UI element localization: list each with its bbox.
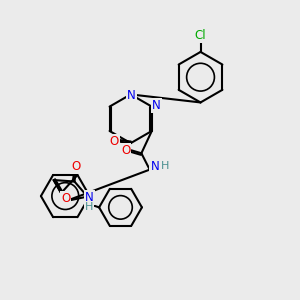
Text: N: N [127,88,136,101]
Text: H: H [85,202,94,212]
Text: Cl: Cl [195,29,206,42]
Text: O: O [71,160,81,172]
Text: O: O [121,144,130,157]
Text: N: N [150,160,159,172]
Text: O: O [110,135,119,148]
Text: N: N [152,99,161,112]
Text: H: H [160,161,169,171]
Text: O: O [61,192,70,205]
Text: N: N [85,191,94,204]
